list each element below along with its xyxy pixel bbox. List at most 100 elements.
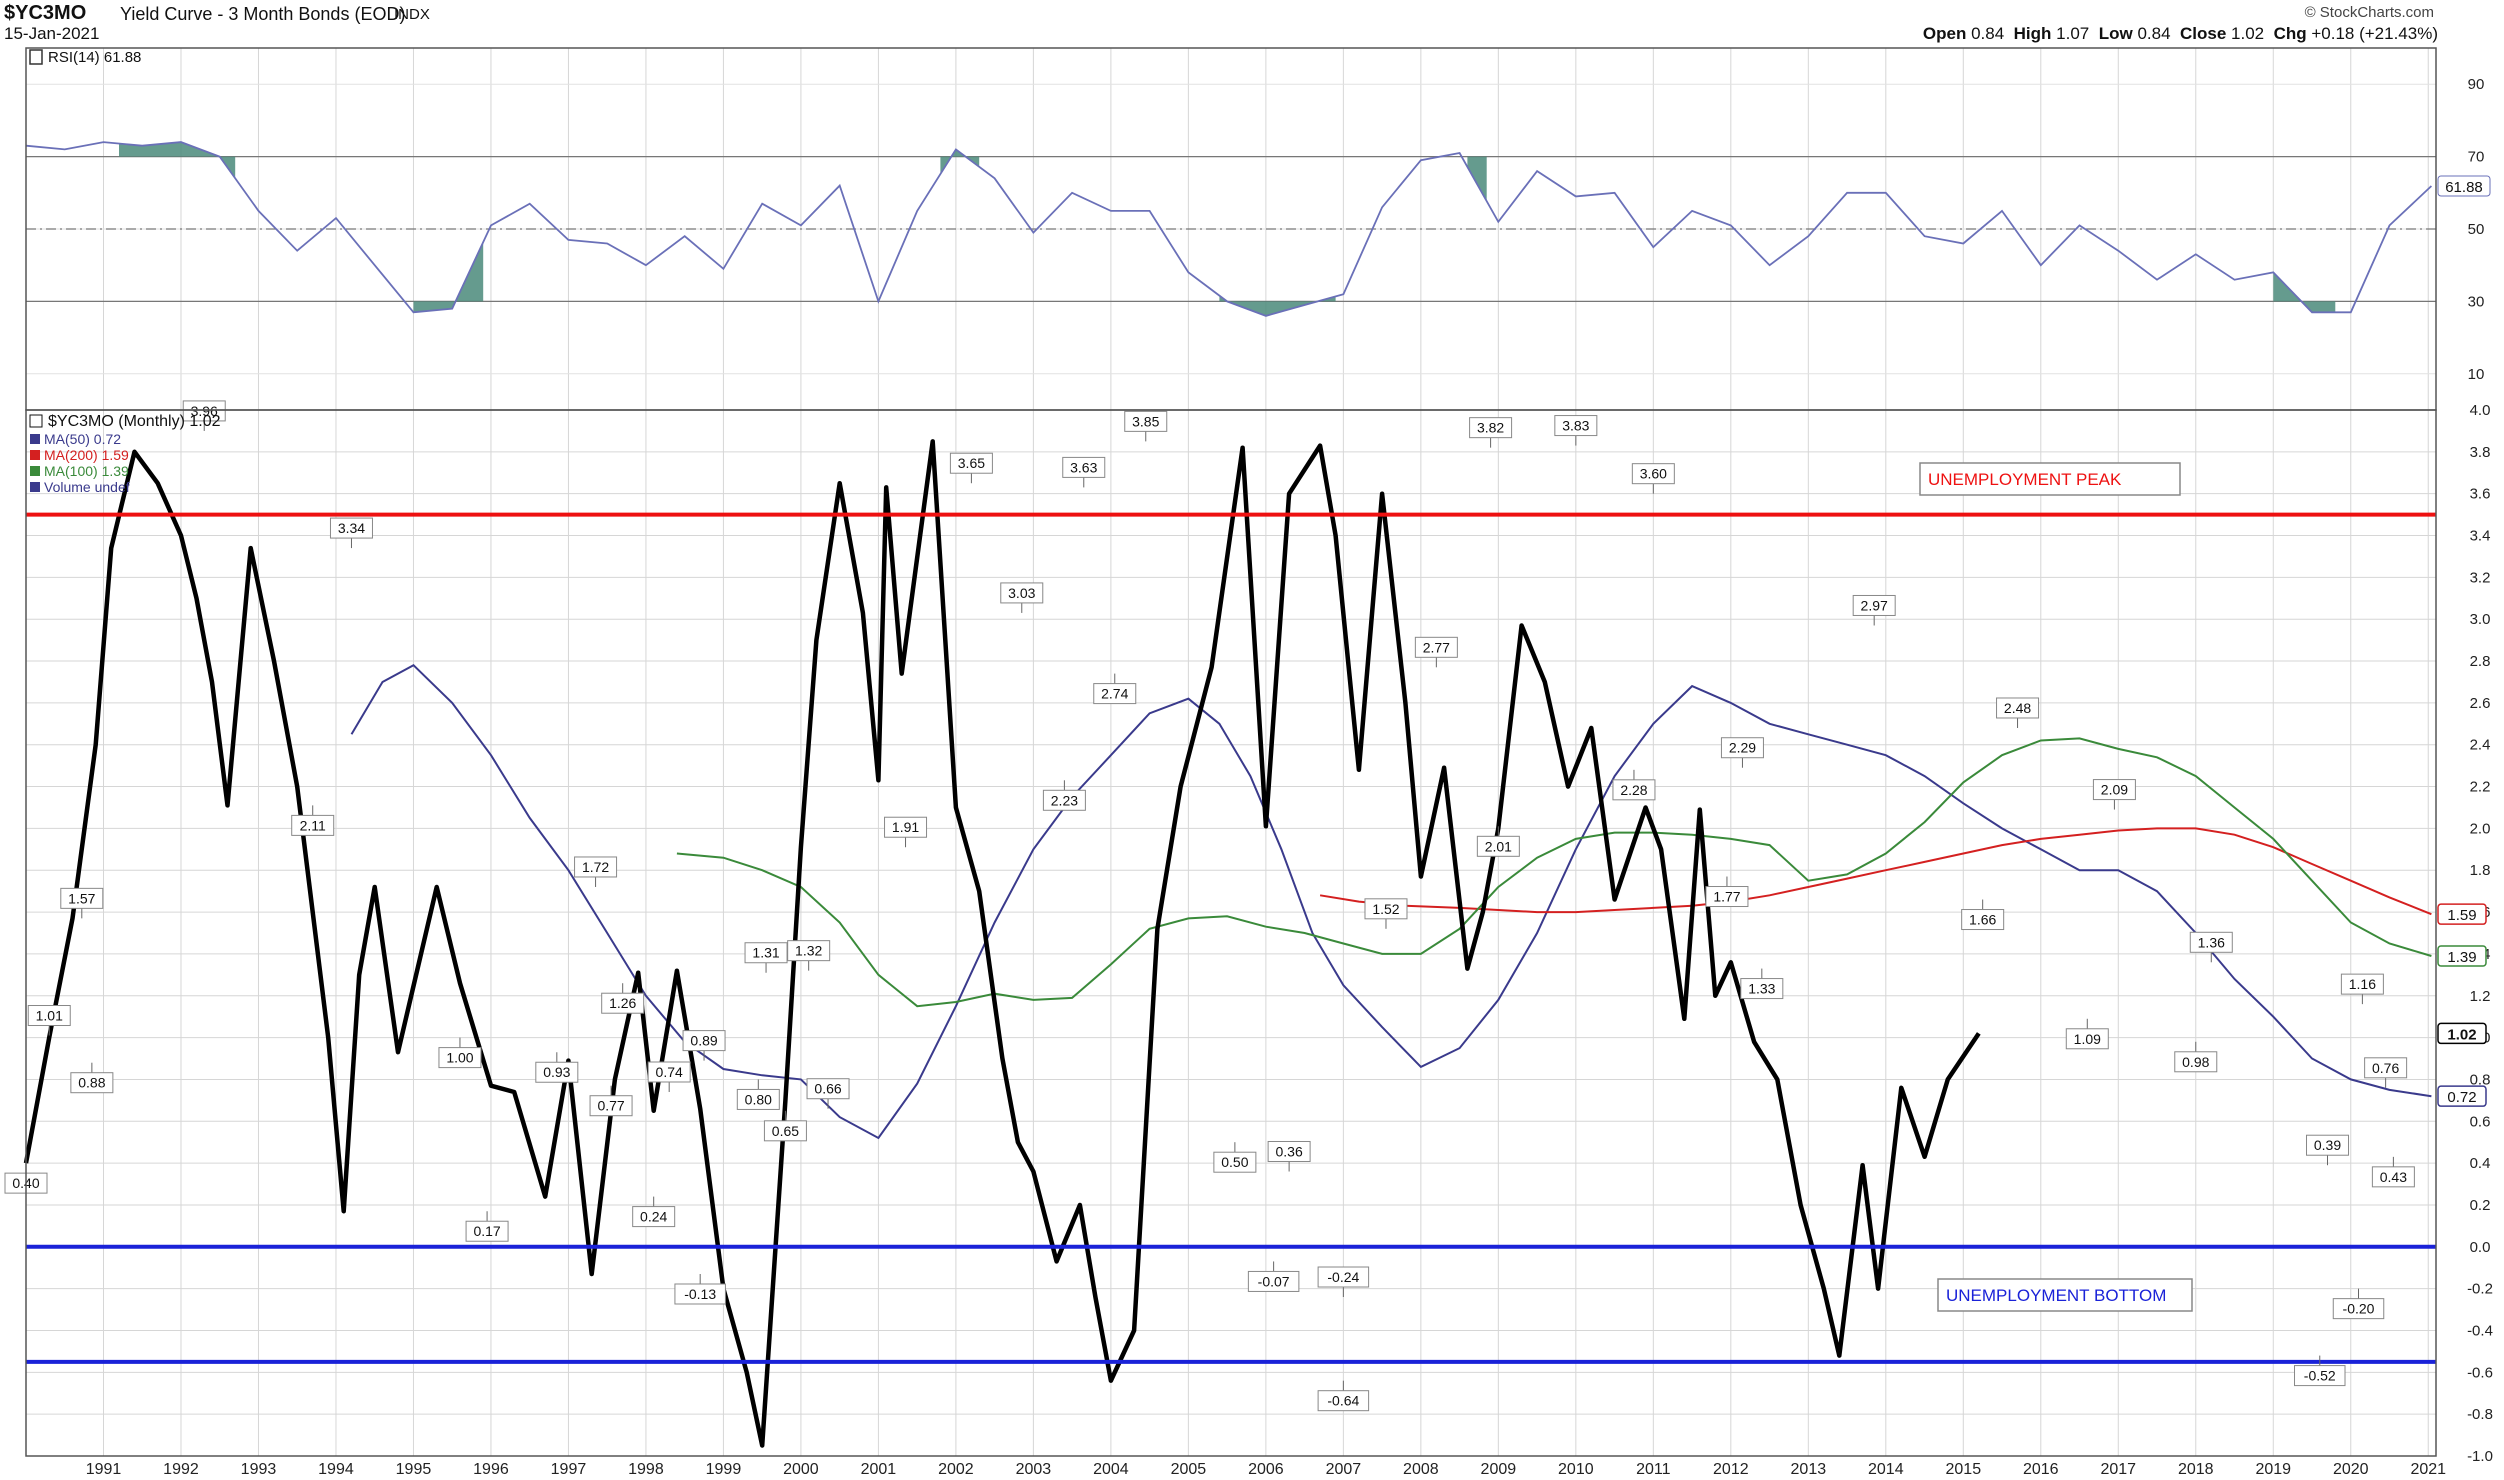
swing-value-label: 0.43 bbox=[2371, 1156, 2415, 1188]
swing-label-box bbox=[632, 1206, 676, 1228]
x-tick-label: 1995 bbox=[396, 1461, 432, 1478]
x-tick-label: 1997 bbox=[551, 1461, 587, 1478]
open-value: 0.84 bbox=[1971, 24, 2005, 43]
swing-label-text: 1.00 bbox=[446, 1050, 473, 1066]
swing-label-text: 1.32 bbox=[795, 943, 822, 959]
rsi-overbought-fill bbox=[1467, 156, 1487, 202]
ma-series-line bbox=[1319, 827, 2432, 916]
swing-label-text: 1.57 bbox=[68, 890, 95, 906]
swing-label-text: 1.01 bbox=[36, 1008, 63, 1024]
swing-value-label: 1.77 bbox=[1705, 876, 1749, 908]
ma200-current-tag-text: 1.59 bbox=[2447, 907, 2476, 924]
rsi-tick-label: 10 bbox=[2468, 366, 2485, 383]
swing-value-label: 2.28 bbox=[1612, 769, 1656, 801]
price-tick-label: 0.4 bbox=[2470, 1155, 2491, 1172]
price-tick-label: -0.4 bbox=[2467, 1322, 2493, 1339]
swing-value-label: 1.52 bbox=[1364, 898, 1408, 929]
x-tick-label: 2011 bbox=[1636, 1461, 1671, 1478]
swing-label-text: 3.60 bbox=[1640, 466, 1667, 482]
rsi-oversold-fill bbox=[413, 242, 484, 313]
swing-label-box bbox=[2189, 931, 2233, 953]
rsi-current-box bbox=[2437, 175, 2491, 197]
swing-label-box bbox=[2332, 1298, 2385, 1320]
x-tick-label: 1994 bbox=[318, 1461, 354, 1478]
ma100-legend-text: MA(100) 1.39 bbox=[44, 463, 129, 479]
swing-value-label: 2.97 bbox=[1852, 594, 1896, 626]
x-tick-label: 1996 bbox=[473, 1461, 509, 1478]
swing-label-text: 0.39 bbox=[2314, 1137, 2341, 1153]
swing-label-text: -0.24 bbox=[1327, 1269, 1359, 1285]
swing-label-box bbox=[1000, 582, 1044, 604]
price-tick-label: 0.2 bbox=[2470, 1197, 2491, 1214]
swing-label-text: -0.52 bbox=[2304, 1368, 2336, 1384]
swing-label-box bbox=[2364, 1057, 2408, 1079]
high-value: 1.07 bbox=[2056, 24, 2090, 43]
swing-value-label: 1.01 bbox=[27, 1005, 71, 1036]
swing-label-text: 0.66 bbox=[814, 1081, 841, 1097]
price-tick-label: -1.0 bbox=[2467, 1448, 2493, 1465]
ma200-current-tag-box bbox=[2437, 903, 2487, 925]
price-tick-label: 1.8 bbox=[2470, 862, 2491, 879]
swing-label-box bbox=[2065, 1028, 2109, 1050]
x-tick-label: 1992 bbox=[163, 1461, 199, 1478]
swing-label-text: 0.88 bbox=[78, 1075, 105, 1091]
ma100-current-tag: 1.39 bbox=[2437, 945, 2487, 967]
swing-value-label: 0.76 bbox=[2364, 1057, 2408, 1088]
copyright: © StockCharts.com bbox=[2304, 4, 2434, 21]
swing-value-label: 1.57 bbox=[60, 887, 104, 919]
swing-label-text: 0.74 bbox=[656, 1064, 683, 1080]
symbol: $YC3MO bbox=[4, 2, 87, 24]
rsi-tick-label: 90 bbox=[2468, 76, 2485, 93]
swing-label-text: 2.23 bbox=[1051, 792, 1078, 808]
chg-value: +0.18 (+21.43%) bbox=[2311, 24, 2438, 43]
chart-title: Yield Curve - 3 Month Bonds (EOD) bbox=[120, 4, 406, 24]
swing-label-text: 2.09 bbox=[2101, 782, 2128, 798]
swing-label-box bbox=[1124, 410, 1168, 432]
swing-label-box bbox=[438, 1047, 482, 1069]
swing-value-label: 0.93 bbox=[535, 1052, 579, 1083]
swing-label-box bbox=[2174, 1051, 2218, 1073]
swing-label-box bbox=[2306, 1134, 2350, 1156]
swing-label-text: 0.76 bbox=[2372, 1060, 2399, 1076]
price-panel-frame bbox=[25, 409, 2437, 1457]
swing-label-text: 3.83 bbox=[1562, 418, 1589, 434]
swing-label-box bbox=[1213, 1151, 1257, 1173]
swing-label-box bbox=[291, 814, 335, 836]
swing-value-label: 1.91 bbox=[884, 816, 928, 848]
swing-label-text: 1.72 bbox=[582, 859, 609, 875]
x-tick-label: 2021 bbox=[2410, 1461, 2446, 1478]
swing-label-box bbox=[744, 942, 788, 964]
swing-value-label: 0.98 bbox=[2174, 1041, 2218, 1073]
price-tick-label: 2.4 bbox=[2470, 737, 2491, 754]
swing-label-text: 3.34 bbox=[338, 520, 365, 536]
swing-value-label: 3.34 bbox=[329, 517, 373, 549]
swing-label-box bbox=[2340, 973, 2384, 995]
legend-swatch-ma100 bbox=[30, 466, 40, 476]
swing-value-label: 3.60 bbox=[1631, 463, 1675, 494]
ma-series-line bbox=[676, 737, 2432, 1008]
swing-label-box bbox=[1062, 456, 1106, 478]
swing-value-label: 1.26 bbox=[601, 983, 645, 1014]
swing-value-label: 2.48 bbox=[1996, 697, 2040, 728]
price-tick-label: 3.4 bbox=[2470, 528, 2491, 545]
swing-label-text: 2.74 bbox=[1101, 686, 1128, 702]
price-tick-label: 3.8 bbox=[2470, 444, 2491, 461]
price-tick-label: 3.0 bbox=[2470, 611, 2491, 628]
x-tick-label: 2008 bbox=[1403, 1461, 1439, 1478]
swing-value-label: 0.80 bbox=[736, 1079, 780, 1110]
swing-value-label: 0.74 bbox=[647, 1061, 691, 1092]
price-legend: $YC3MO (Monthly) 1.02 MA(50) 0.72 MA(200… bbox=[29, 413, 221, 495]
swing-label-box bbox=[787, 940, 831, 962]
swing-label-box bbox=[1247, 1270, 1300, 1292]
swing-label-box bbox=[736, 1088, 780, 1110]
swing-value-label: 0.77 bbox=[589, 1085, 633, 1117]
x-tick-label: 2010 bbox=[1558, 1461, 1594, 1478]
x-tick-label: 2017 bbox=[2100, 1461, 2136, 1478]
swing-label-text: 1.09 bbox=[2074, 1031, 2101, 1047]
swing-label-text: 1.33 bbox=[1748, 981, 1775, 997]
price-tick-label: -0.2 bbox=[2467, 1281, 2493, 1298]
swing-value-label: 3.63 bbox=[1062, 456, 1106, 488]
price-tick-label: -0.8 bbox=[2467, 1406, 2493, 1423]
low-value: 0.84 bbox=[2137, 24, 2171, 43]
